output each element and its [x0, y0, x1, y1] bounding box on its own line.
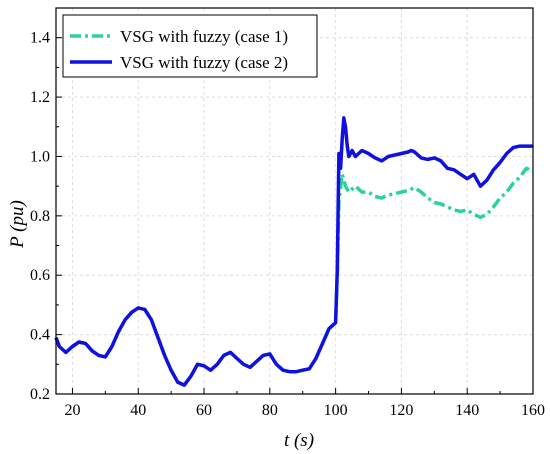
x-tick-label: 120 [389, 402, 413, 419]
series-layer [54, 116, 534, 387]
axis-ticks: 20 40 60 80 100 120 140 160 0.2 0.4 0.6 0.8 1.0 1.2 1.… [30, 7, 545, 419]
x-tick-label: 140 [455, 402, 479, 419]
legend-label-case1: VSG with fuzzy (case 1) [120, 27, 288, 46]
y-axis-label: P (pu) [7, 200, 28, 249]
x-tick-label: 20 [64, 402, 80, 419]
y-tick-label: 0.8 [30, 208, 50, 225]
x-tick-label: 60 [196, 402, 212, 419]
y-tick-label: 1.0 [30, 148, 50, 165]
plot-frame [55, 7, 534, 395]
x-tick-label: 160 [521, 402, 545, 419]
y-tick-label: 0.2 [30, 386, 50, 403]
x-tick-label: 100 [324, 402, 348, 419]
x-tick-label: 80 [262, 402, 278, 419]
x-tick-label: 40 [130, 402, 146, 419]
y-tick-label: 0.6 [30, 267, 50, 284]
series-line-case2 [54, 116, 533, 387]
legend-label-case2: VSG with fuzzy (case 2) [120, 53, 288, 72]
series-line-case1 [54, 166, 534, 387]
y-tick-label: 1.2 [30, 89, 50, 106]
legend: VSG with fuzzy (case 1) VSG with fuzzy (… [62, 14, 318, 78]
y-tick-label: 0.4 [30, 327, 50, 344]
legend-box [62, 14, 318, 78]
x-axis-label: t (s) [284, 430, 314, 451]
y-tick-label: 1.4 [30, 30, 50, 47]
